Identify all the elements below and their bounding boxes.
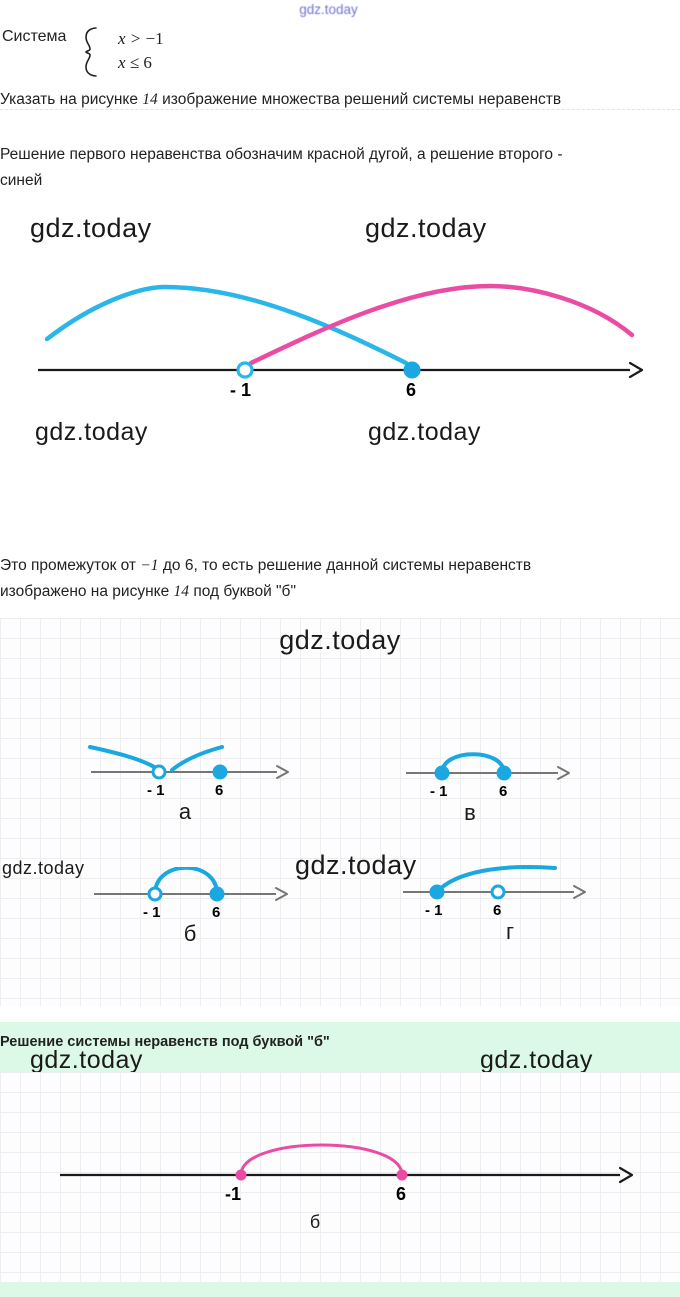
svg-text:- 1: - 1 bbox=[425, 902, 443, 919]
svg-text:-1: -1 bbox=[225, 1184, 241, 1204]
svg-text:6: 6 bbox=[212, 904, 220, 921]
svg-text:6: 6 bbox=[499, 783, 507, 800]
svg-text:г: г bbox=[506, 919, 514, 944]
svg-text:6: 6 bbox=[406, 380, 416, 400]
svg-text:6: 6 bbox=[396, 1184, 406, 1204]
svg-text:6: 6 bbox=[493, 902, 501, 919]
svg-text:- 1: - 1 bbox=[230, 380, 251, 400]
svg-text:- 1: - 1 bbox=[143, 904, 161, 921]
svg-text:- 1: - 1 bbox=[430, 783, 448, 800]
svg-text:б: б bbox=[310, 1212, 320, 1232]
svg-text:в: в bbox=[464, 800, 476, 825]
svg-text:6: 6 bbox=[215, 782, 223, 799]
svg-text:а: а bbox=[179, 799, 192, 824]
svg-text:б: б bbox=[184, 921, 197, 946]
svg-text:- 1: - 1 bbox=[147, 782, 165, 799]
